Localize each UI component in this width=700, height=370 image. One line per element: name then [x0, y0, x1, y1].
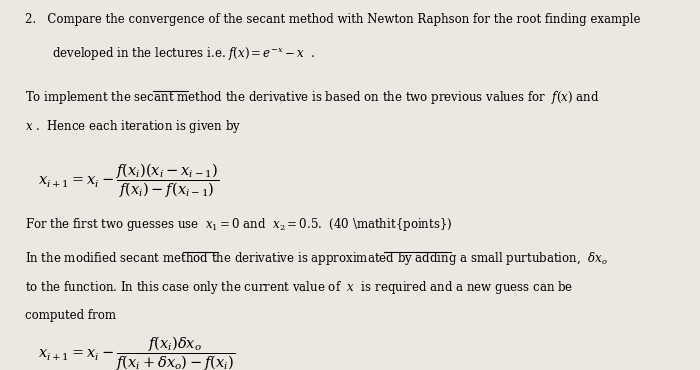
Text: $x_{i+1} = x_i - \dfrac{f(x_i)(x_i - x_{i-1})}{f(x_i)-f(x_{i-1})}$: $x_{i+1} = x_i - \dfrac{f(x_i)(x_i - x_{…: [38, 161, 220, 199]
Text: $x$ .  Hence each iteration is given by: $x$ . Hence each iteration is given by: [25, 118, 241, 135]
Text: In the modified secant method the derivative is approximated by adding a small p: In the modified secant method the deriva…: [25, 250, 608, 267]
Text: developed in the lectures i.e. $f(x)=e^{-x}-x$  .: developed in the lectures i.e. $f(x)=e^{…: [52, 45, 316, 62]
Text: to the function. In this case only the current value of  $x$  is required and a : to the function. In this case only the c…: [25, 279, 573, 296]
Text: $x_{i+1} = x_i - \dfrac{f(x_i)\delta x_o}{f(x_i+\delta x_o)-f(x_i)}$: $x_{i+1} = x_i - \dfrac{f(x_i)\delta x_o…: [38, 335, 236, 370]
Text: To implement the secant method the derivative is based on the two previous value: To implement the secant method the deriv…: [25, 89, 599, 106]
Text: For the first two guesses use  $x_1 = 0$ and  $x_2 = 0.5$.  (40 \mathit{points}): For the first two guesses use $x_1 = 0$ …: [25, 216, 452, 233]
Text: computed from: computed from: [25, 309, 116, 322]
Text: 2.   Compare the convergence of the secant method with Newton Raphson for the ro: 2. Compare the convergence of the secant…: [25, 13, 640, 26]
